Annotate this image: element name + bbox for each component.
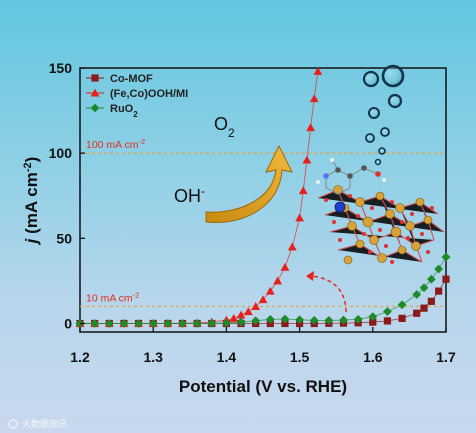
data-point — [383, 317, 392, 325]
data-point — [339, 315, 348, 325]
legend-label: RuO2 — [110, 103, 138, 119]
data-point — [298, 186, 308, 195]
series-layer — [75, 67, 451, 328]
x-tick-label: 1.6 — [363, 349, 383, 365]
data-point — [148, 319, 158, 328]
data-point — [90, 319, 100, 328]
catalyst-structure-illustration — [316, 158, 445, 265]
data-point — [398, 314, 406, 322]
data-point — [104, 319, 114, 328]
plot-frame — [79, 67, 447, 333]
series-line — [80, 256, 447, 324]
pointer-arrow-illustration — [305, 271, 347, 313]
data-point — [353, 314, 363, 324]
watermark: 大数据资讯 — [8, 418, 67, 429]
data-point — [426, 274, 436, 284]
y-tick-label: 150 — [49, 60, 73, 76]
reaction-arrow-illustration — [205, 144, 293, 224]
data-point — [427, 297, 435, 305]
y-tick-label: 100 — [49, 145, 73, 161]
x-tick-label: 1.3 — [143, 349, 163, 365]
data-point — [383, 307, 392, 316]
data-point — [295, 213, 304, 222]
x-tick-label: 1.4 — [217, 349, 237, 365]
data-point — [258, 295, 268, 304]
data-point — [302, 155, 312, 164]
data-point — [435, 287, 443, 295]
data-point — [178, 319, 187, 328]
data-point — [412, 290, 422, 299]
data-point — [280, 262, 290, 271]
annotation-reactant: OH- — [174, 184, 205, 206]
data-point — [236, 310, 246, 319]
data-point — [368, 312, 378, 322]
x-tick-label: 1.5 — [290, 349, 310, 365]
reference-lines: 100 mA cm-2 10 mA cm-2 — [80, 137, 446, 308]
data-point — [229, 313, 239, 322]
oxygen-bubbles-illustration — [362, 64, 405, 166]
data-point — [369, 318, 377, 326]
x-tick-label: 1.7 — [436, 349, 456, 365]
legend-label: Co-MOF — [110, 73, 153, 85]
data-point — [273, 276, 283, 285]
data-point — [324, 316, 334, 325]
data-point — [313, 67, 323, 75]
legend-marker — [90, 88, 100, 97]
data-point — [236, 317, 246, 327]
annotation-product: O2 — [214, 114, 235, 140]
data-point — [222, 318, 231, 328]
series-2 — [75, 252, 451, 328]
data-point — [442, 275, 450, 283]
legend-marker — [90, 103, 100, 113]
legend-label: (Fe,Co)OOH/MI — [110, 88, 188, 100]
data-point — [163, 319, 173, 328]
legend: Co-MOF (Fe,Co)OOH/MI RuO2 — [86, 73, 188, 119]
data-point — [207, 318, 217, 328]
data-point — [192, 319, 202, 328]
data-point — [281, 319, 289, 328]
reference-line-label: 100 mA cm-2 — [86, 137, 145, 152]
y-tick-label: 50 — [56, 230, 72, 246]
data-point — [243, 307, 253, 316]
reference-line-label: 10 mA cm-2 — [86, 290, 139, 305]
axis-ticks: 1.2 1.3 1.4 1.5 1.6 1.7 0 50 100 150 — [49, 60, 456, 365]
watermark-text: 大数据资讯 — [22, 418, 67, 429]
x-tick-label: 1.2 — [70, 349, 90, 365]
data-point — [434, 264, 444, 274]
data-point — [265, 286, 275, 295]
data-point — [134, 319, 143, 328]
y-tick-label: 0 — [64, 315, 72, 331]
data-point — [287, 242, 297, 251]
data-point — [420, 304, 428, 312]
data-point — [306, 123, 315, 132]
data-point — [119, 319, 129, 328]
data-point — [251, 302, 261, 310]
data-point — [441, 252, 451, 262]
legend-marker — [91, 74, 99, 82]
data-point — [280, 314, 290, 324]
data-point — [251, 316, 261, 326]
data-point — [309, 94, 319, 103]
data-point — [419, 283, 429, 293]
y-axis-title: j (mA cm-2) — [22, 157, 41, 246]
data-point — [295, 315, 304, 325]
data-point — [413, 309, 421, 317]
x-axis-title: Potential (V vs. RHE) — [179, 377, 347, 396]
data-point — [309, 316, 319, 325]
data-point — [265, 314, 275, 324]
data-point — [397, 300, 407, 310]
